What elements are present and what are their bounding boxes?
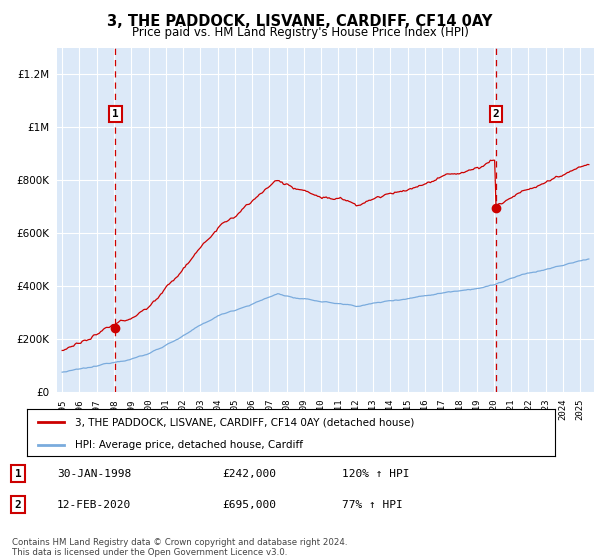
- Text: HPI: Average price, detached house, Cardiff: HPI: Average price, detached house, Card…: [74, 440, 302, 450]
- Text: 2: 2: [14, 500, 22, 510]
- Text: 12-FEB-2020: 12-FEB-2020: [57, 500, 131, 510]
- Text: 77% ↑ HPI: 77% ↑ HPI: [342, 500, 403, 510]
- Text: 1: 1: [112, 109, 119, 119]
- Text: 2: 2: [493, 109, 499, 119]
- Text: 30-JAN-1998: 30-JAN-1998: [57, 469, 131, 479]
- Text: Contains HM Land Registry data © Crown copyright and database right 2024.
This d: Contains HM Land Registry data © Crown c…: [12, 538, 347, 557]
- Text: 3, THE PADDOCK, LISVANE, CARDIFF, CF14 0AY (detached house): 3, THE PADDOCK, LISVANE, CARDIFF, CF14 0…: [74, 417, 414, 427]
- Text: 3, THE PADDOCK, LISVANE, CARDIFF, CF14 0AY: 3, THE PADDOCK, LISVANE, CARDIFF, CF14 0…: [107, 14, 493, 29]
- Text: 120% ↑ HPI: 120% ↑ HPI: [342, 469, 409, 479]
- Text: Price paid vs. HM Land Registry's House Price Index (HPI): Price paid vs. HM Land Registry's House …: [131, 26, 469, 39]
- Text: 1: 1: [14, 469, 22, 479]
- Text: £695,000: £695,000: [222, 500, 276, 510]
- Text: £242,000: £242,000: [222, 469, 276, 479]
